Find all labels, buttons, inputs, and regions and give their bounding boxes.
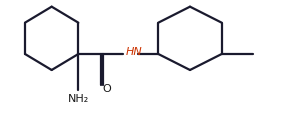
Text: NH₂: NH₂ — [68, 94, 89, 104]
Text: HN: HN — [125, 47, 142, 57]
Text: O: O — [102, 84, 111, 94]
